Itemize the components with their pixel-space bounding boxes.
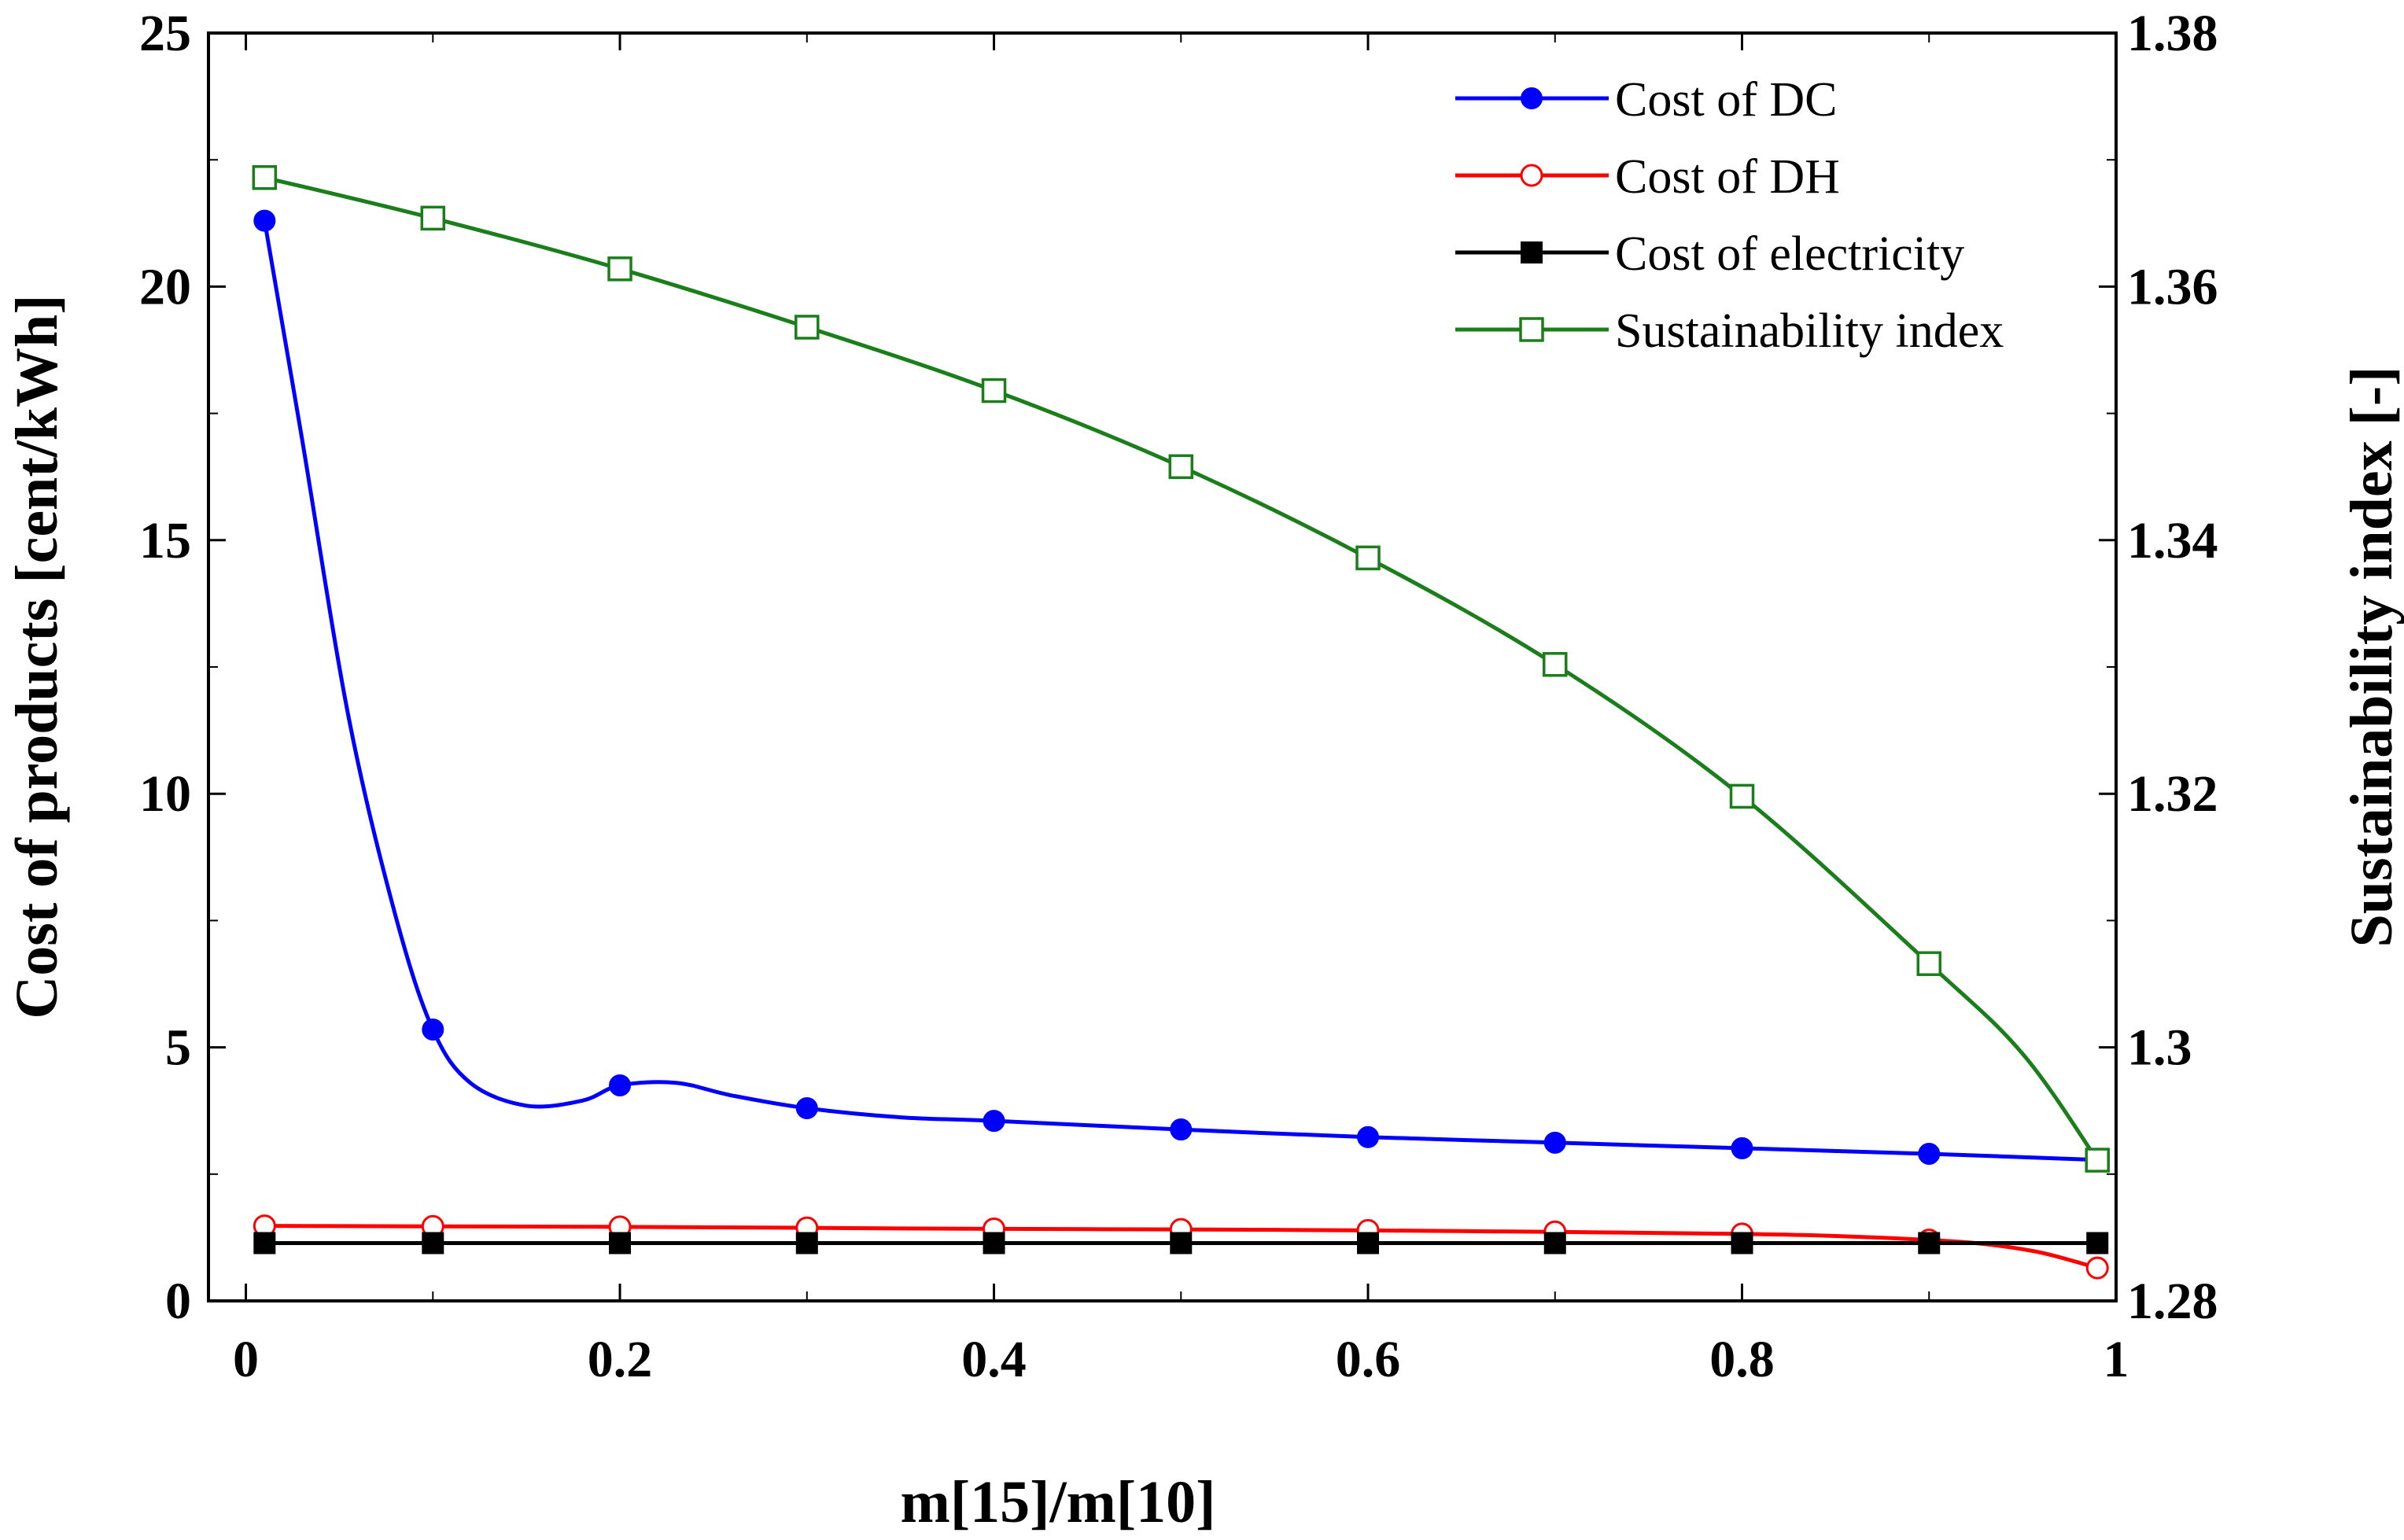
legend-sustainability-index-label: Sustainability index [1615, 304, 2004, 358]
y-tick-label: 20 [139, 258, 191, 315]
cost-of-electricity-point [253, 1232, 276, 1254]
cost-of-dc-point [1543, 1131, 1566, 1154]
cost-of-dc-point [1170, 1118, 1193, 1141]
cost-of-dc-point [1357, 1126, 1380, 1148]
legend-cost-of-dc-marker [1521, 87, 1543, 109]
x-tick-label: 1 [2104, 1331, 2129, 1388]
cost-of-dc-point [1918, 1143, 1941, 1166]
y-tick-label: 10 [139, 765, 191, 823]
sustainability-index-point [607, 256, 632, 282]
cost-of-dc-point [795, 1096, 818, 1119]
cost-of-dc-point [253, 209, 276, 232]
y-tick-label: 0 [165, 1273, 191, 1330]
cost-of-electricity-point [1731, 1232, 1753, 1254]
legend-cost-of-electricity-label: Cost of electricity [1615, 227, 1964, 281]
sustainability-index-point [795, 315, 820, 340]
sustainability-index-point [1729, 783, 1755, 809]
cost-of-dh-point [2085, 1256, 2109, 1280]
y-tick-label: 15 [139, 512, 191, 569]
y2-tick-label: 1.38 [2127, 5, 2218, 62]
x-tick-label: 0.2 [588, 1331, 653, 1388]
sustainability-index-point [2085, 1148, 2110, 1173]
y2-tick-label: 1.32 [2127, 765, 2218, 823]
y2-tick-label: 1.34 [2127, 512, 2218, 569]
y2-axis-title: Sustainability index [-] [2339, 366, 2404, 947]
sustainability-index-point [252, 165, 278, 190]
cost-of-electricity-point [983, 1232, 1005, 1254]
sustainability-index-point [1168, 454, 1194, 480]
y-tick-label: 5 [165, 1019, 191, 1077]
sustainability-index-point [981, 378, 1007, 403]
y2-tick-label: 1.36 [2127, 258, 2218, 315]
cost-of-electricity-point [1170, 1232, 1193, 1254]
x-axis-title: m[15]/m[10] [901, 1469, 1216, 1535]
axes-layer: 0 0.2 0.4 0.6 0.8 105101520251.281.31.321.341… [139, 5, 2218, 1388]
sustainability-index-point [420, 205, 446, 231]
plot-frame [207, 31, 2118, 1302]
legend: Cost of DC Cost of DH Cost of electricity S… [1455, 73, 2004, 358]
y-tick-label: 25 [139, 5, 191, 62]
legend-cost-of-dc-label: Cost of DC [1615, 73, 1837, 127]
sustainability-index-point [1916, 951, 1942, 976]
cost-of-dc-point [422, 1019, 444, 1041]
y2-tick-label: 1.28 [2127, 1273, 2218, 1330]
cost-of-dc-line [262, 220, 2098, 1162]
cost-of-electricity-point [1357, 1232, 1380, 1254]
y-axis-title: Cost of products [cent/kWh] [4, 294, 70, 1019]
cost-of-dc-point [1731, 1137, 1753, 1159]
cost-of-electricity-point [2086, 1232, 2109, 1254]
legend-cost-of-dh-marker [1520, 164, 1543, 187]
x-tick-label: 0.8 [1709, 1331, 1775, 1388]
x-tick-label: 0.6 [1336, 1331, 1401, 1388]
x-tick-label: 0.4 [961, 1331, 1027, 1388]
cost-of-dc-point [609, 1074, 632, 1096]
legend-cost-of-electricity-marker [1521, 241, 1543, 263]
cost-of-electricity-point [1918, 1232, 1941, 1254]
sustainability-index-point [1543, 652, 1568, 677]
sustainability-index-point [1355, 545, 1381, 571]
legend-sustainability-index-marker [1519, 317, 1544, 342]
cost-of-electricity-point [1543, 1232, 1566, 1254]
cost-of-electricity-point [795, 1232, 818, 1254]
y2-tick-label: 1.3 [2127, 1019, 2192, 1077]
series-layer [252, 165, 2110, 1280]
cost-of-electricity-point [422, 1232, 444, 1254]
cost-of-electricity-point [609, 1232, 632, 1254]
cost-of-dc-point [983, 1110, 1005, 1133]
legend-cost-of-dh-label: Cost of DH [1615, 150, 1840, 204]
x-tick-label: 0 [233, 1331, 259, 1388]
